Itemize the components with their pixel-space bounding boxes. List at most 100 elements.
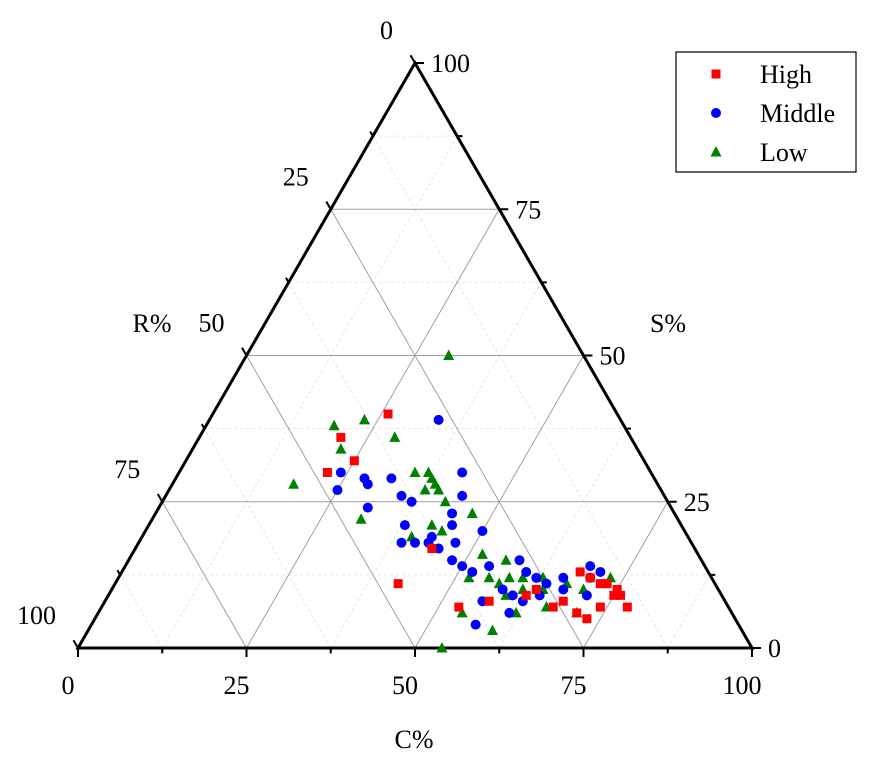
point-middle xyxy=(467,566,478,577)
point-high xyxy=(602,579,612,589)
point-middle xyxy=(362,502,373,513)
major-grid-line xyxy=(330,209,584,649)
point-middle xyxy=(531,572,542,583)
point-high xyxy=(427,544,437,554)
point-low xyxy=(409,466,421,477)
point-high xyxy=(612,585,622,594)
point-middle xyxy=(521,566,532,577)
point-middle xyxy=(447,508,458,519)
tick-label-s: 25 xyxy=(684,488,710,517)
point-low xyxy=(328,419,340,431)
point-high xyxy=(383,409,393,419)
point-low xyxy=(389,431,401,442)
axis-title-c: C% xyxy=(395,725,434,754)
legend-label-high: High xyxy=(760,60,812,89)
point-high xyxy=(349,456,359,466)
point-high xyxy=(582,614,592,624)
point-middle xyxy=(457,490,468,501)
tick-r xyxy=(116,569,121,576)
legend-marker-low xyxy=(710,146,722,157)
point-middle xyxy=(504,607,515,618)
tick-r xyxy=(156,493,164,503)
point-middle xyxy=(457,467,468,478)
point-low xyxy=(426,519,438,530)
minor-grid-line xyxy=(204,428,332,649)
tick-r xyxy=(369,130,374,137)
point-middle xyxy=(396,490,407,501)
tick-r xyxy=(241,347,248,357)
point-high xyxy=(572,608,582,618)
point-low xyxy=(483,571,495,583)
point-middle xyxy=(541,578,552,589)
point-high xyxy=(595,579,605,589)
minor-grid-line xyxy=(667,574,711,649)
point-middle xyxy=(497,584,508,595)
tick-label-r: 25 xyxy=(283,162,309,191)
point-middle xyxy=(585,561,596,572)
point-low xyxy=(355,513,367,524)
point-middle xyxy=(332,485,343,496)
minor-grid-line xyxy=(498,428,626,649)
point-low xyxy=(463,571,475,583)
minor-grid-line xyxy=(288,282,500,649)
tick-r xyxy=(72,639,79,649)
point-middle xyxy=(433,414,444,425)
legend-label-middle: Middle xyxy=(760,99,835,128)
tick-r xyxy=(285,277,290,283)
point-middle xyxy=(558,584,569,595)
point-high xyxy=(531,585,541,594)
point-low xyxy=(466,507,478,518)
tick-label-c: 100 xyxy=(723,671,762,700)
point-low xyxy=(358,413,370,425)
point-middle xyxy=(484,561,495,572)
point-middle xyxy=(399,520,410,531)
point-middle xyxy=(470,619,481,630)
point-high xyxy=(322,468,332,477)
minor-grid-line xyxy=(119,574,163,649)
point-middle xyxy=(558,572,569,583)
point-low xyxy=(419,484,431,495)
legend-marker-middle xyxy=(711,108,721,118)
point-low xyxy=(476,548,488,559)
point-middle xyxy=(410,537,420,548)
point-low xyxy=(335,443,347,454)
tick-label-c: 50 xyxy=(392,671,418,700)
point-high xyxy=(616,590,626,600)
tick-label-r: 100 xyxy=(17,601,56,630)
tick-label-c: 75 xyxy=(561,671,587,700)
point-low xyxy=(288,478,300,489)
legend: High Middle Low xyxy=(675,51,857,173)
point-middle xyxy=(362,479,373,490)
legend-box xyxy=(675,51,857,173)
minor-grid-line xyxy=(372,135,669,649)
point-middle xyxy=(595,566,606,577)
point-middle xyxy=(447,520,458,531)
legend-label-low: Low xyxy=(760,138,808,167)
minor-grid xyxy=(119,135,711,649)
point-low xyxy=(436,525,448,536)
tick-label-r: 0 xyxy=(380,16,393,45)
data-points xyxy=(288,349,632,653)
major-grid-line xyxy=(583,501,669,649)
tick-label-s: 50 xyxy=(600,342,626,371)
point-high xyxy=(609,590,619,600)
point-low xyxy=(503,571,515,583)
axis-title-s: S% xyxy=(650,309,686,338)
point-high xyxy=(558,596,568,606)
point-low xyxy=(443,349,455,360)
point-high xyxy=(454,602,464,612)
point-high xyxy=(484,596,494,606)
legend-marker-high xyxy=(711,69,721,79)
tick-label-c: 25 xyxy=(224,671,250,700)
tick-label-c: 0 xyxy=(62,671,75,700)
point-high xyxy=(575,567,585,577)
point-middle xyxy=(477,526,488,536)
point-high xyxy=(548,602,558,612)
point-high xyxy=(622,602,632,612)
point-middle xyxy=(396,537,407,548)
point-middle xyxy=(406,496,417,507)
point-low xyxy=(433,484,445,495)
point-middle xyxy=(447,555,458,566)
tick-label-r: 50 xyxy=(199,309,225,338)
